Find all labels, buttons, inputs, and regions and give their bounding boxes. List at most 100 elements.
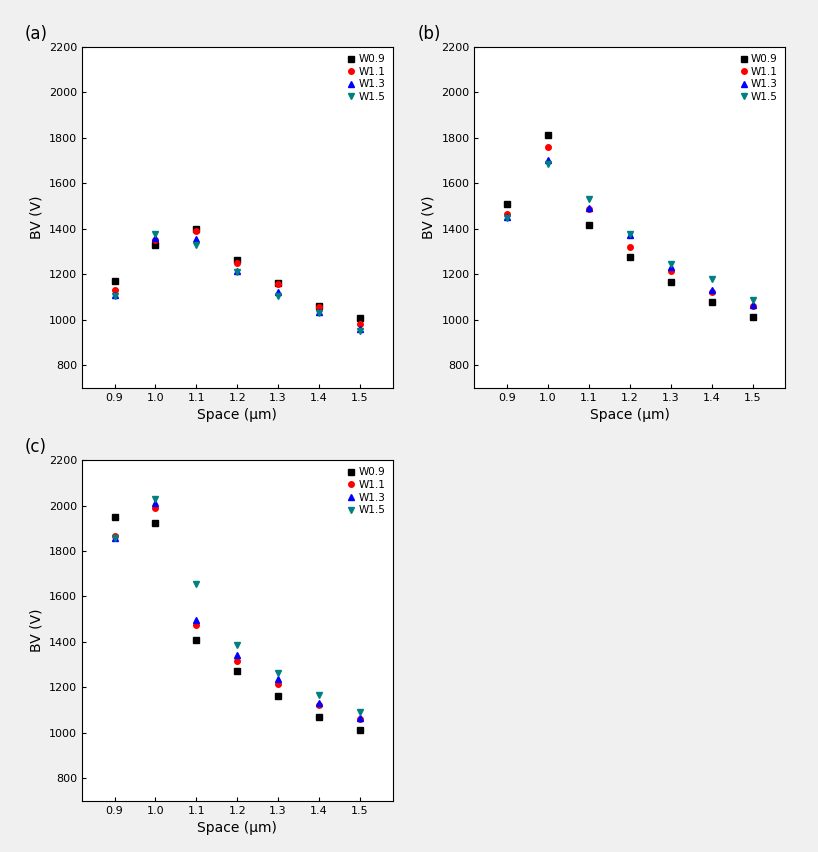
W1.3 [273,287,283,297]
W0.9 [191,223,201,233]
X-axis label: Space (μm): Space (μm) [197,821,277,835]
W1.5 [191,239,201,250]
W1.5 [273,667,283,677]
W1.1 [543,141,553,152]
W1.5 [502,213,512,223]
W1.1 [748,301,757,311]
W1.1 [314,700,324,711]
W1.5 [543,158,553,169]
W0.9 [502,199,512,209]
W1.1 [232,257,242,268]
W1.5 [232,640,242,650]
W1.3 [666,262,676,273]
W1.3 [151,233,160,243]
W1.1 [110,285,119,295]
Y-axis label: BV (V): BV (V) [422,195,436,239]
W1.1 [502,209,512,219]
Line: W1.5: W1.5 [112,496,362,715]
W1.3 [314,698,324,708]
W0.9 [355,725,365,735]
Line: W0.9: W0.9 [112,514,362,734]
W1.5 [273,291,283,301]
Line: W1.5: W1.5 [505,161,755,303]
W1.3 [625,230,635,240]
W1.1 [666,266,676,276]
W1.1 [110,531,119,541]
Line: W1.1: W1.1 [505,144,755,308]
W1.5 [625,229,635,239]
W1.5 [191,579,201,589]
W0.9 [273,278,283,288]
W1.1 [314,302,324,312]
W0.9 [666,277,676,287]
W0.9 [110,276,119,286]
W0.9 [232,666,242,676]
W1.5 [151,493,160,504]
Legend: W0.9, W1.1, W1.3, W1.5: W0.9, W1.1, W1.3, W1.5 [345,465,388,517]
W1.5 [110,533,119,544]
W1.3 [273,674,283,684]
W1.3 [110,533,119,544]
W1.3 [314,307,324,317]
W1.3 [232,266,242,276]
W1.1 [232,656,242,666]
Line: W1.1: W1.1 [112,228,362,327]
W1.1 [151,503,160,513]
W1.1 [191,619,201,630]
W0.9 [748,312,757,322]
Text: (c): (c) [25,438,47,456]
W0.9 [314,711,324,722]
Line: W1.3: W1.3 [112,500,362,721]
X-axis label: Space (μm): Space (μm) [197,408,277,422]
W1.1 [625,242,635,252]
W1.3 [191,615,201,625]
Y-axis label: BV (V): BV (V) [29,195,43,239]
W0.9 [273,691,283,701]
W1.1 [151,235,160,245]
W1.3 [707,285,717,295]
W1.5 [584,194,594,204]
W1.5 [110,291,119,301]
Text: (a): (a) [25,25,47,43]
W1.3 [584,203,594,213]
W1.1 [584,204,594,215]
W0.9 [151,239,160,250]
W1.5 [314,690,324,700]
W1.5 [707,273,717,284]
W1.3 [110,290,119,300]
W0.9 [151,517,160,527]
W1.5 [151,229,160,239]
W1.5 [748,295,757,305]
W1.1 [355,714,365,724]
Line: W1.1: W1.1 [112,505,362,722]
W1.5 [232,267,242,277]
W1.3 [191,233,201,244]
W1.1 [191,226,201,236]
W0.9 [584,220,594,230]
W0.9 [191,635,201,645]
W0.9 [625,252,635,262]
Text: (b): (b) [417,25,441,43]
W1.5 [355,707,365,717]
Y-axis label: BV (V): BV (V) [29,608,43,653]
W1.3 [355,324,365,334]
W0.9 [110,512,119,522]
W1.3 [502,212,512,222]
Line: W0.9: W0.9 [112,226,362,321]
W1.1 [707,287,717,297]
W1.1 [355,319,365,329]
X-axis label: Space (μm): Space (μm) [590,408,670,422]
Legend: W0.9, W1.1, W1.3, W1.5: W0.9, W1.1, W1.3, W1.5 [738,52,780,104]
W0.9 [314,301,324,311]
W1.5 [355,325,365,336]
W1.3 [151,498,160,509]
Line: W1.3: W1.3 [505,158,755,308]
Line: W1.5: W1.5 [112,232,362,334]
W0.9 [543,130,553,141]
W1.1 [273,279,283,290]
W1.3 [748,300,757,310]
W1.5 [314,308,324,318]
W1.5 [666,259,676,269]
Line: W1.3: W1.3 [112,235,362,331]
W1.3 [232,650,242,660]
